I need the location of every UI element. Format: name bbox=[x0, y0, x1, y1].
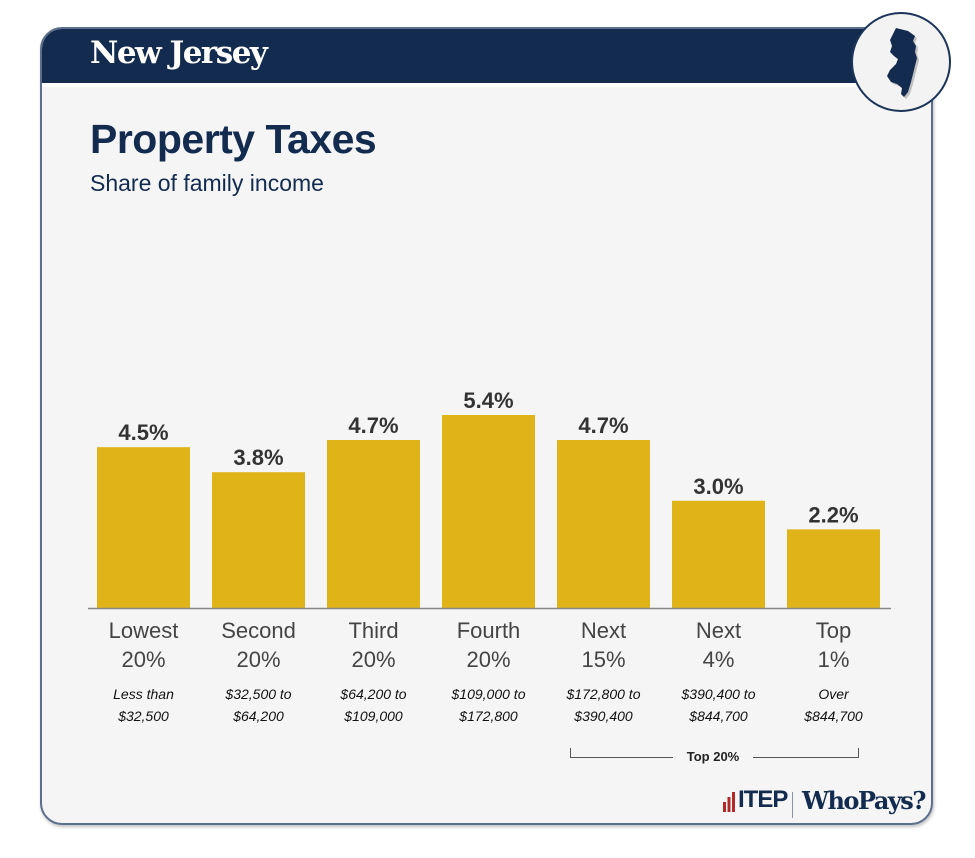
income-range-line: $32,500 bbox=[118, 708, 169, 724]
header-bar: New Jersey bbox=[42, 29, 931, 83]
income-range-line: $64,200 to bbox=[340, 686, 407, 702]
income-range-line: $32,500 to bbox=[225, 686, 292, 702]
category-label-line: 20% bbox=[236, 647, 281, 672]
itep-logo-text: ITEP bbox=[738, 786, 788, 813]
itep-bars-icon bbox=[723, 792, 735, 812]
top-20-label: Top 20% bbox=[673, 749, 753, 764]
bar-2 bbox=[212, 472, 305, 608]
income-range-label: $64,200 to $109,000 bbox=[309, 683, 439, 727]
value-label: 4.7% bbox=[578, 413, 628, 438]
income-range-line: $844,700 bbox=[804, 708, 863, 724]
category-label-line: 20% bbox=[466, 647, 511, 672]
income-range-line: Over bbox=[818, 686, 849, 702]
whopays-logo-text: WhoPays? bbox=[802, 786, 926, 815]
category-label-line: 20% bbox=[121, 647, 166, 672]
category-label-line: Lowest bbox=[108, 618, 179, 643]
logo-divider bbox=[792, 792, 793, 818]
category-label-line: Next bbox=[580, 618, 627, 643]
category-label: Next 4% bbox=[659, 616, 779, 674]
income-range-label: $32,500 to $64,200 bbox=[194, 683, 324, 727]
bar-7 bbox=[787, 529, 880, 608]
bar-4 bbox=[442, 415, 535, 608]
category-label-line: 15% bbox=[581, 647, 626, 672]
category-label-line: 1% bbox=[817, 647, 850, 672]
chart-card: New Jersey bbox=[40, 27, 933, 825]
category-label: Fourth 20% bbox=[429, 616, 549, 674]
value-label: 5.4% bbox=[463, 388, 513, 413]
bar-3 bbox=[327, 440, 420, 608]
bar-6 bbox=[672, 500, 765, 608]
category-label: Next 15% bbox=[544, 616, 664, 674]
chart-subtitle: Share of family income bbox=[90, 170, 324, 196]
income-range-label: $109,000 to $172,800 bbox=[424, 683, 554, 727]
category-label-line: Fourth bbox=[456, 618, 521, 643]
category-label-line: Next bbox=[695, 618, 742, 643]
header-divider bbox=[42, 83, 931, 87]
bar-1 bbox=[97, 447, 190, 608]
value-label: 2.2% bbox=[808, 502, 858, 527]
state-badge bbox=[851, 12, 951, 112]
value-label: 3.8% bbox=[233, 445, 283, 470]
category-label: Lowest 20% bbox=[84, 616, 204, 674]
category-label-line: 20% bbox=[351, 647, 396, 672]
income-range-line: $390,400 to bbox=[681, 686, 756, 702]
income-range-line: $390,400 bbox=[574, 708, 633, 724]
bar-5 bbox=[557, 440, 650, 608]
category-label: Third 20% bbox=[314, 616, 434, 674]
value-label: 3.0% bbox=[693, 474, 743, 499]
income-range-label: Less than $32,500 bbox=[79, 683, 209, 727]
category-label-line: Top bbox=[815, 618, 852, 643]
income-range-line: $109,000 bbox=[344, 708, 403, 724]
income-range-line: $172,800 to bbox=[566, 686, 641, 702]
state-title: New Jersey bbox=[90, 35, 268, 71]
income-range-line: $844,700 bbox=[689, 708, 748, 724]
category-label-line: Second bbox=[221, 618, 296, 643]
income-range-label: $172,800 to $390,400 bbox=[539, 683, 669, 727]
income-range-line: $64,200 bbox=[233, 708, 284, 724]
income-range-line: Less than bbox=[113, 686, 174, 702]
income-range-label: Over $844,700 bbox=[769, 683, 899, 727]
category-label-line: 4% bbox=[702, 647, 735, 672]
value-label: 4.5% bbox=[118, 420, 168, 445]
category-label: Top 1% bbox=[774, 616, 894, 674]
income-range-line: $109,000 to bbox=[451, 686, 526, 702]
category-label: Second 20% bbox=[199, 616, 319, 674]
category-label-line: Third bbox=[348, 618, 399, 643]
income-range-line: $172,800 bbox=[459, 708, 518, 724]
income-range-label: $390,400 to $844,700 bbox=[654, 683, 784, 727]
value-label: 4.7% bbox=[348, 413, 398, 438]
chart-title: Property Taxes bbox=[90, 116, 377, 162]
new-jersey-map-icon bbox=[887, 28, 919, 99]
